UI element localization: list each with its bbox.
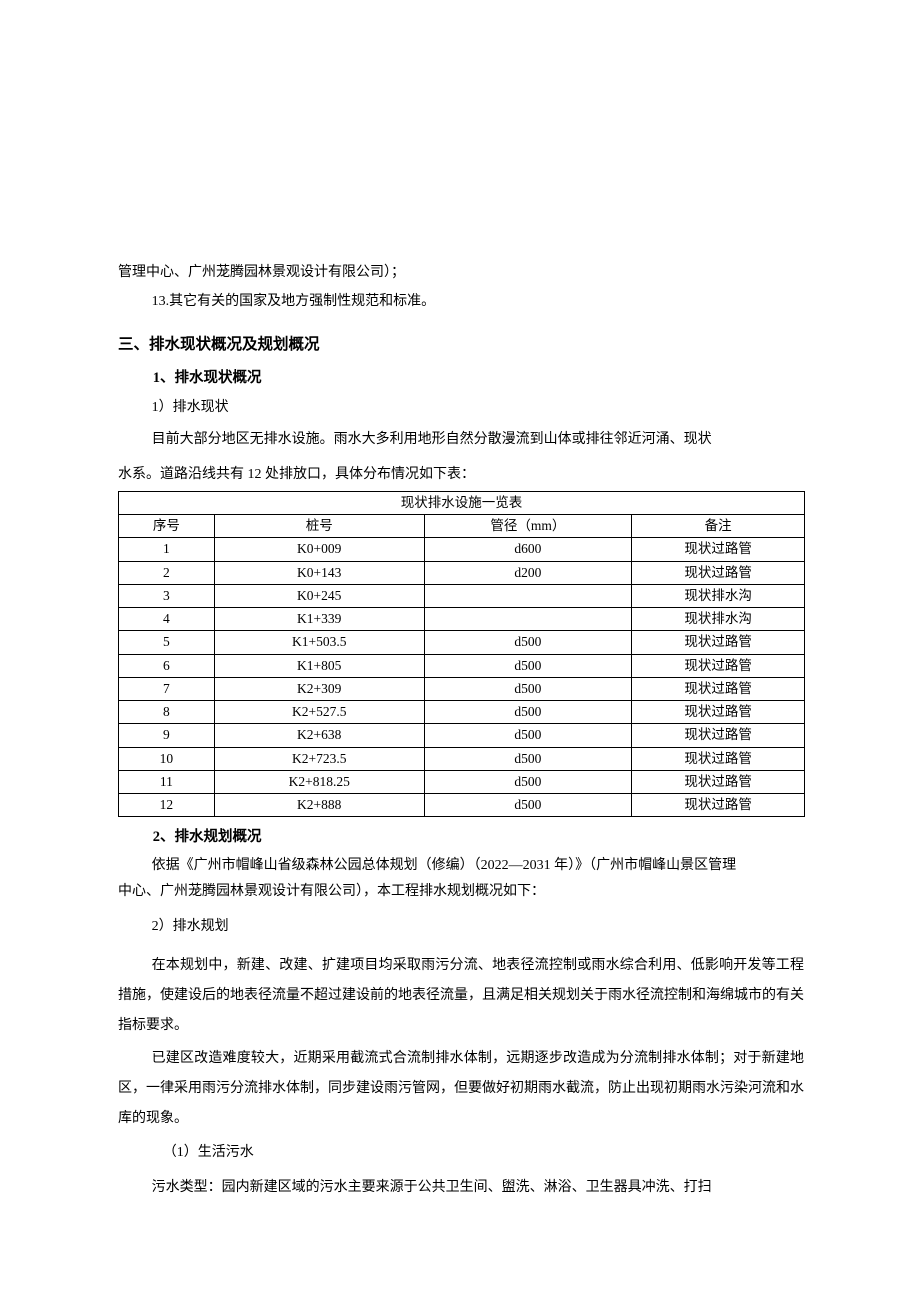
table-cell: K1+805 — [214, 654, 424, 677]
section-3-title: 三、排水现状概况及规划概况 — [118, 332, 804, 354]
table-cell: 现状过路管 — [632, 677, 805, 700]
table-cell: 6 — [119, 654, 215, 677]
table-header-cell: 桩号 — [214, 515, 424, 538]
table-cell: d600 — [424, 538, 632, 561]
table-cell: K2+818.25 — [214, 770, 424, 793]
table-cell: 现状过路管 — [632, 724, 805, 747]
table-cell: d500 — [424, 654, 632, 677]
table-cell: d500 — [424, 794, 632, 817]
table-caption: 现状排水设施一览表 — [119, 491, 805, 514]
table-cell: d500 — [424, 770, 632, 793]
table-row: 2K0+143d200现状过路管 — [119, 561, 805, 584]
table-cell: 9 — [119, 724, 215, 747]
table-header-cell: 序号 — [119, 515, 215, 538]
table-cell: d500 — [424, 677, 632, 700]
table-cell: 现状过路管 — [632, 538, 805, 561]
intro-line-1: 管理中心、广州茏腾园林景观设计有限公司）； — [118, 260, 804, 285]
table-cell: K1+339 — [214, 608, 424, 631]
table-header-cell: 管径（mm） — [424, 515, 632, 538]
table-cell: 10 — [119, 747, 215, 770]
table-row: 5K1+503.5d500现状过路管 — [119, 631, 805, 654]
table-header-row: 序号桩号管径（mm）备注 — [119, 515, 805, 538]
table-row: 4K1+339 现状排水沟 — [119, 608, 805, 631]
table-row: 12K2+888d500现状过路管 — [119, 794, 805, 817]
table-cell: 现状过路管 — [632, 770, 805, 793]
table-row: 3K0+245 现状排水沟 — [119, 584, 805, 607]
table-cell: 1 — [119, 538, 215, 561]
table-cell: 7 — [119, 677, 215, 700]
intro-line-2: 13.其它有关的国家及地方强制性规范和标准。 — [118, 289, 804, 314]
table-cell: 现状过路管 — [632, 747, 805, 770]
section-3-2-title: 2、排水规划概况 — [118, 825, 804, 846]
planning-para-2: 已建区改造难度较大，近期采用截流式合流制排水体制，远期逐步改造成为分流制排水体制… — [118, 1044, 804, 1134]
table-row: 1K0+009d600现状过路管 — [119, 538, 805, 561]
table-row: 7K2+309d500现状过路管 — [119, 677, 805, 700]
table-cell: K0+009 — [214, 538, 424, 561]
table-cell: 现状过路管 — [632, 561, 805, 584]
planning-para-1: 在本规划中，新建、改建、扩建项目均采取雨污分流、地表径流控制或雨水综合利用、低影… — [118, 951, 804, 1041]
table-cell: K0+245 — [214, 584, 424, 607]
table-cell: d500 — [424, 701, 632, 724]
table-cell: 4 — [119, 608, 215, 631]
table-cell: 12 — [119, 794, 215, 817]
table-row: 8K2+527.5d500现状过路管 — [119, 701, 805, 724]
planning-basis-line-2: 中心、广州茏腾园林景观设计有限公司），本工程排水规划概况如下： — [118, 880, 804, 904]
document-page: 管理中心、广州茏腾园林景观设计有限公司）； 13.其它有关的国家及地方强制性规范… — [0, 0, 920, 1200]
table-cell: K2+888 — [214, 794, 424, 817]
table-cell: K2+723.5 — [214, 747, 424, 770]
table-cell: d200 — [424, 561, 632, 584]
table-cell: d500 — [424, 747, 632, 770]
drainage-facilities-table: 现状排水设施一览表序号桩号管径（mm）备注1K0+009d600现状过路管2K0… — [118, 491, 805, 818]
table-cell: 3 — [119, 584, 215, 607]
table-cell: K2+527.5 — [214, 701, 424, 724]
section-3-1-title: 1、排水现状概况 — [118, 366, 804, 387]
table-cell: 现状过路管 — [632, 794, 805, 817]
table-row: 6K1+805d500现状过路管 — [119, 654, 805, 677]
table-cell: 2 — [119, 561, 215, 584]
drainage-status-p2: 水系。道路沿线共有 12 处排放口，具体分布情况如下表： — [118, 462, 804, 487]
table-cell: 现状排水沟 — [632, 584, 805, 607]
table-cell: K0+143 — [214, 561, 424, 584]
table-cell: 8 — [119, 701, 215, 724]
drainage-status-label: 1）排水现状 — [118, 395, 804, 420]
drainage-planning-label: 2）排水规划 — [118, 914, 804, 939]
table-cell: K1+503.5 — [214, 631, 424, 654]
domestic-sewage-label: （1）生活污水 — [118, 1140, 804, 1165]
table-cell — [424, 584, 632, 607]
table-row: 11K2+818.25d500现状过路管 — [119, 770, 805, 793]
table-cell: d500 — [424, 724, 632, 747]
table-cell — [424, 608, 632, 631]
table-cell: d500 — [424, 631, 632, 654]
drainage-status-p1: 目前大部分地区无排水设施。雨水大多利用地形自然分散漫流到山体或排往邻近河涌、现状 — [118, 427, 804, 452]
table-cell: 现状过路管 — [632, 701, 805, 724]
table-row: 9K2+638d500现状过路管 — [119, 724, 805, 747]
sewage-type-line: 污水类型：园内新建区域的污水主要来源于公共卫生间、盥洗、淋浴、卫生器具冲洗、打扫 — [118, 1175, 804, 1200]
table-cell: 现状过路管 — [632, 631, 805, 654]
table-header-cell: 备注 — [632, 515, 805, 538]
planning-basis-line-1: 依据《广州市帽峰山省级森林公园总体规划（修编）（2022—2031 年）》（广州… — [118, 854, 804, 878]
table-cell: 11 — [119, 770, 215, 793]
table-cell: 现状过路管 — [632, 654, 805, 677]
table-row: 10K2+723.5d500现状过路管 — [119, 747, 805, 770]
table-cell: 现状排水沟 — [632, 608, 805, 631]
table-cell: 5 — [119, 631, 215, 654]
table-cell: K2+309 — [214, 677, 424, 700]
table-cell: K2+638 — [214, 724, 424, 747]
